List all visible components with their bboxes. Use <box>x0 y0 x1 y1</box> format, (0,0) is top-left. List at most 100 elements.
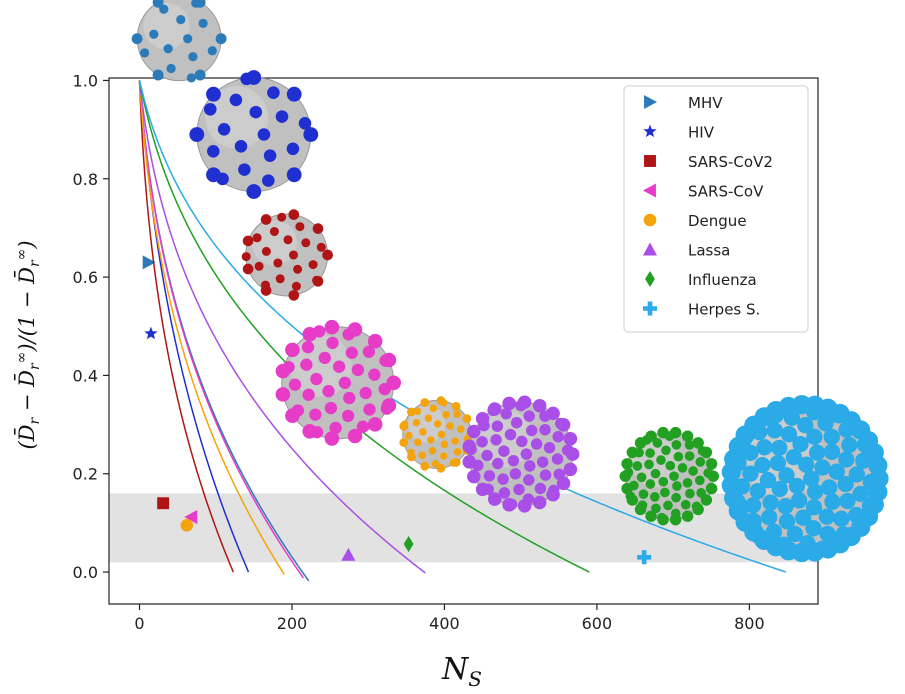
virus-spike-rim <box>288 289 300 301</box>
virus-spike <box>419 428 427 436</box>
virus-spike-rim <box>189 127 205 142</box>
virus-spike <box>516 435 528 448</box>
virus-spike-rim <box>669 513 682 526</box>
virus-spike-rim <box>467 469 481 484</box>
virus-spike <box>638 489 649 500</box>
virus-spike <box>418 451 426 459</box>
virus-spike <box>301 238 311 248</box>
legend-label-4: Dengue <box>688 212 747 230</box>
virus-spike <box>785 448 802 466</box>
virus-spike-rim <box>645 510 657 522</box>
virus-spike <box>539 423 551 436</box>
virus-spike <box>786 525 804 543</box>
virus-spike <box>828 463 845 480</box>
virus-spike-rim <box>152 0 164 8</box>
virus-spike <box>424 414 433 422</box>
virus-spike-rim <box>302 424 317 439</box>
y-tick-label: 0.0 <box>73 563 98 582</box>
virus-spike <box>275 110 289 123</box>
virus-spike <box>803 470 820 487</box>
virus-spike <box>792 435 809 453</box>
virus-spike <box>663 500 673 511</box>
x-tick-label: 600 <box>582 614 613 633</box>
virus-spike <box>520 448 533 460</box>
virus-spike <box>433 420 442 428</box>
virus-spike <box>536 456 549 468</box>
virus-spike-rim <box>420 398 430 408</box>
virus-spike-rim <box>626 446 639 459</box>
virus-spike <box>841 436 858 454</box>
virus-spike-rim <box>517 499 532 513</box>
virus-spike <box>677 462 688 473</box>
virus-spike <box>207 46 217 56</box>
y-tick-label: 0.2 <box>73 465 98 484</box>
virus-spike <box>310 372 323 386</box>
virus-spike <box>817 415 834 432</box>
virus-illustration-5 <box>462 395 580 513</box>
virus-spike <box>797 417 814 434</box>
virus-spike <box>682 477 693 488</box>
y-axis-title: (D̄r − D̄r∞)/(1 − D̄r∞) <box>14 240 43 449</box>
legend-marker-5-shape <box>643 242 657 256</box>
virus-spike <box>824 493 841 510</box>
virus-spike <box>269 226 279 237</box>
virus-spike <box>771 480 788 498</box>
virus-spike <box>833 510 850 527</box>
virus-spike-rim <box>681 430 694 442</box>
virus-spike <box>652 438 663 448</box>
virus-spike-rim <box>260 285 272 296</box>
virus-spike-rim <box>621 482 633 495</box>
virus-spike-rim <box>657 426 669 439</box>
series-marker-0 <box>142 255 156 270</box>
legend-marker-0-shape <box>644 95 657 109</box>
virus-spike-rim <box>475 482 490 497</box>
virus-spike <box>649 492 660 502</box>
series-marker-4 <box>180 519 194 532</box>
virus-spike <box>288 250 299 260</box>
virus-spike <box>451 437 459 445</box>
virus-spike-rim <box>621 458 633 470</box>
virus-spike <box>332 360 346 373</box>
virus-spike-rim <box>312 275 324 287</box>
legend-marker-7-shape <box>643 301 657 316</box>
virus-illustration-6 <box>619 426 720 526</box>
legend-marker-4 <box>643 213 657 227</box>
virus-spike <box>790 492 808 509</box>
virus-spike <box>414 438 422 446</box>
virus-spike <box>754 456 771 474</box>
virus-spike <box>632 461 643 471</box>
series-marker-7-shape <box>637 550 652 565</box>
virus-spike <box>771 439 788 457</box>
virus-spike <box>650 468 661 479</box>
virus-spike <box>814 459 831 476</box>
virus-illustration-4 <box>399 396 476 473</box>
virus-spike-rim <box>475 411 490 426</box>
virus-spike-rim <box>242 263 254 275</box>
virus-spike <box>341 409 355 423</box>
virus-spike <box>198 18 208 29</box>
virus-spike-rim <box>312 223 324 234</box>
virus-spike <box>808 444 826 461</box>
virus-spike <box>318 351 331 365</box>
virus-spike <box>368 368 381 381</box>
series-line-1 <box>138 80 250 573</box>
virus-spike <box>293 264 303 274</box>
virus-spike-rim <box>436 396 446 406</box>
virus-spike-rim <box>324 431 340 446</box>
virus-spike <box>186 73 197 83</box>
plot-frame <box>108 77 819 605</box>
virus-spike <box>852 485 869 503</box>
virus-spike-rim <box>705 482 718 495</box>
virus-spike <box>543 441 556 454</box>
virus-spike <box>645 479 656 489</box>
virus-spike <box>656 455 666 465</box>
virus-spike-rim <box>487 492 502 506</box>
virus-spike <box>805 499 823 516</box>
virus-spike-rim <box>556 476 571 491</box>
y-tick-label: 1.0 <box>73 71 98 90</box>
virus-spike-rim <box>669 426 682 439</box>
virus-spike-rim <box>302 327 317 342</box>
virus-spike <box>742 465 759 482</box>
virus-spike <box>446 422 454 430</box>
virus-spike-rim <box>546 406 560 421</box>
